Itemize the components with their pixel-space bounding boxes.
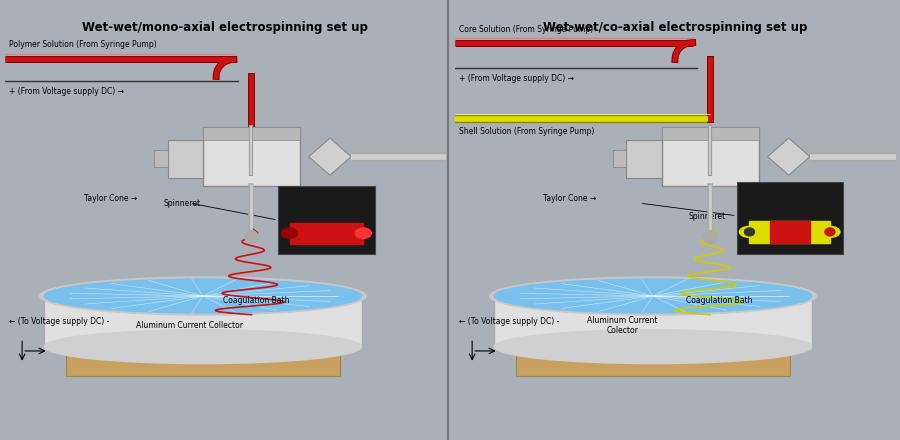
Text: ← (To Voltage supply DC) -: ← (To Voltage supply DC) -	[9, 317, 109, 326]
Text: Aluminum Current
Colector: Aluminum Current Colector	[587, 316, 657, 335]
Text: Aluminum Current Collector: Aluminum Current Collector	[136, 321, 243, 330]
Ellipse shape	[494, 279, 812, 313]
Text: Coagulation Bath: Coagulation Bath	[222, 296, 289, 305]
Text: Taylor Cone →: Taylor Cone →	[543, 194, 596, 203]
Ellipse shape	[282, 228, 298, 238]
Text: Coagulation Bath: Coagulation Bath	[686, 296, 752, 305]
Polygon shape	[290, 223, 364, 244]
Ellipse shape	[44, 330, 362, 363]
FancyBboxPatch shape	[167, 140, 203, 178]
Ellipse shape	[356, 228, 372, 238]
Text: + (From Voltage supply DC) →: + (From Voltage supply DC) →	[459, 74, 574, 83]
Polygon shape	[750, 221, 830, 243]
FancyBboxPatch shape	[737, 182, 842, 254]
Text: Spinneret: Spinneret	[688, 212, 725, 220]
Text: Shell Solution (From Syringe Pump): Shell Solution (From Syringe Pump)	[459, 127, 594, 136]
FancyBboxPatch shape	[203, 127, 300, 140]
Text: Wet-wet/co-axial electrospinning set up: Wet-wet/co-axial electrospinning set up	[543, 22, 807, 34]
Text: ← (To Voltage supply DC) -: ← (To Voltage supply DC) -	[459, 317, 559, 326]
Text: Spinneret: Spinneret	[163, 199, 201, 208]
Polygon shape	[309, 138, 351, 175]
Ellipse shape	[820, 226, 840, 238]
Circle shape	[245, 231, 258, 243]
Ellipse shape	[40, 277, 366, 315]
Text: Core Solution (From Syringe Pump): Core Solution (From Syringe Pump)	[459, 25, 593, 34]
Text: Taylor Cone →: Taylor Cone →	[84, 194, 137, 203]
FancyBboxPatch shape	[517, 347, 789, 376]
Text: + (From Voltage supply DC) →: + (From Voltage supply DC) →	[9, 87, 124, 96]
FancyBboxPatch shape	[662, 127, 759, 140]
Text: Polymer Solution (From Syringe Pump): Polymer Solution (From Syringe Pump)	[9, 40, 157, 49]
FancyBboxPatch shape	[626, 140, 662, 178]
Ellipse shape	[494, 330, 812, 363]
Polygon shape	[770, 221, 810, 243]
Ellipse shape	[44, 279, 362, 313]
FancyBboxPatch shape	[494, 296, 812, 347]
Ellipse shape	[825, 228, 835, 236]
Ellipse shape	[740, 226, 760, 238]
Polygon shape	[768, 138, 810, 175]
FancyBboxPatch shape	[203, 127, 300, 186]
FancyBboxPatch shape	[155, 150, 167, 167]
Text: Wet-wet/mono-axial electrospinning set up: Wet-wet/mono-axial electrospinning set u…	[82, 22, 368, 34]
FancyBboxPatch shape	[613, 150, 626, 167]
Ellipse shape	[490, 277, 816, 315]
FancyBboxPatch shape	[44, 296, 362, 347]
Circle shape	[704, 231, 717, 243]
FancyBboxPatch shape	[662, 127, 759, 186]
FancyBboxPatch shape	[278, 186, 375, 254]
FancyBboxPatch shape	[67, 347, 339, 376]
Ellipse shape	[744, 228, 754, 236]
